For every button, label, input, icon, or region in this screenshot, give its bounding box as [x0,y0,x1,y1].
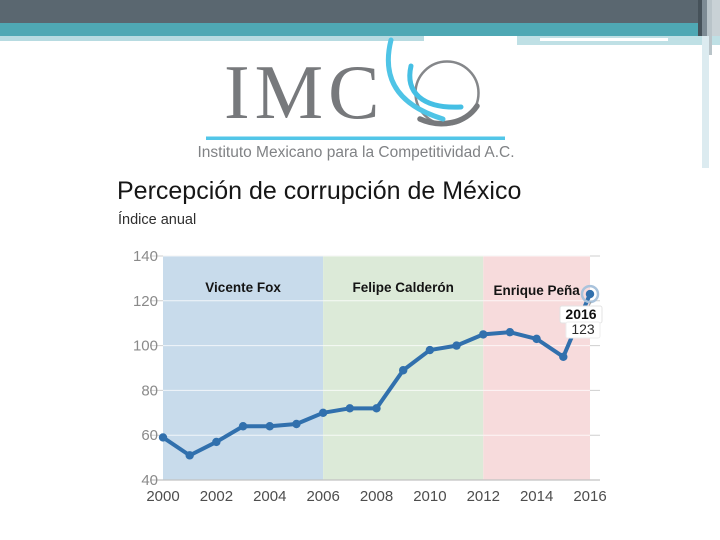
x-tick-label: 2000 [146,488,179,505]
annotation-value: 123 [571,321,595,337]
x-tick-label: 2014 [520,488,553,505]
imco-logo-underline [206,136,505,140]
region-label-0: Vicente Fox [205,280,281,295]
data-point-2013 [505,327,515,337]
data-point-2004 [265,422,274,431]
imco-logo-text: IMC [224,49,384,135]
x-tick-label: 2008 [360,488,393,505]
y-tick-label: 140 [133,248,158,265]
data-point-2014 [532,334,541,344]
header-dark-band [0,0,720,23]
region-band-2 [483,256,590,480]
data-point-2005 [292,419,301,429]
edge-stripe-silver [707,0,712,55]
edge-stripe-dark [698,0,702,36]
data-point-2015 [559,352,568,361]
y-tick-label: 40 [141,472,158,489]
edge-stripe-gray [702,0,707,36]
data-point-2009 [398,366,408,375]
imco-logo-gray-swoosh-icon [417,103,480,127]
edge-stripe-light [712,0,720,36]
corruption-index-line-chart: Vicente Fox Felipe Calderón Enrique Peña 14… [133,248,607,505]
data-point-2002 [212,437,221,447]
header-white-gap [540,38,668,41]
x-tick-label: 2006 [306,488,339,505]
annotation-year: 2016 [565,306,596,322]
data-point-2011 [452,341,461,350]
x-tick-label: 2010 [413,488,446,505]
y-tick-label: 120 [133,293,158,310]
data-point-2010 [425,345,435,355]
data-point-2012 [479,330,488,339]
header-pale-strip-left [0,36,424,41]
imco-logo-cyan-swoosh-long-icon [385,37,446,122]
last-point-halo [580,284,600,304]
x-tick-label: 2012 [467,488,500,505]
data-point-2016 [585,289,595,299]
region-label-1: Felipe Calderón [353,280,454,295]
x-tick-label: 2004 [253,488,286,505]
imco-logo-cyan-swoosh-short-icon [407,63,464,110]
y-tick-label: 100 [133,338,158,355]
region-band-0 [163,256,324,480]
slide-subtitle: Índice anual [118,212,197,228]
annotation-box-value [565,321,601,339]
data-point-2008 [372,404,381,413]
x-tick-label: 2002 [200,488,233,505]
data-point-2007 [345,404,355,413]
x-tick-label: 2016 [573,488,606,505]
slide-title: Percepción de corrupción de México [117,177,522,205]
header-teal-band [0,23,720,36]
y-tick-label: 60 [141,427,158,444]
data-point-2006 [318,408,328,417]
edge-stripe-paleblue [702,36,709,168]
region-label-2: Enrique Peña [493,283,580,298]
imco-logo-tagline: Instituto Mexicano para la Competitivida… [197,144,514,161]
data-point-2003 [238,422,248,431]
data-point-2001 [185,451,194,460]
y-tick-label: 80 [141,382,158,399]
data-point-2000 [158,433,168,442]
imco-logo: IMC Instituto Mexicano para la Competiti… [197,37,515,161]
